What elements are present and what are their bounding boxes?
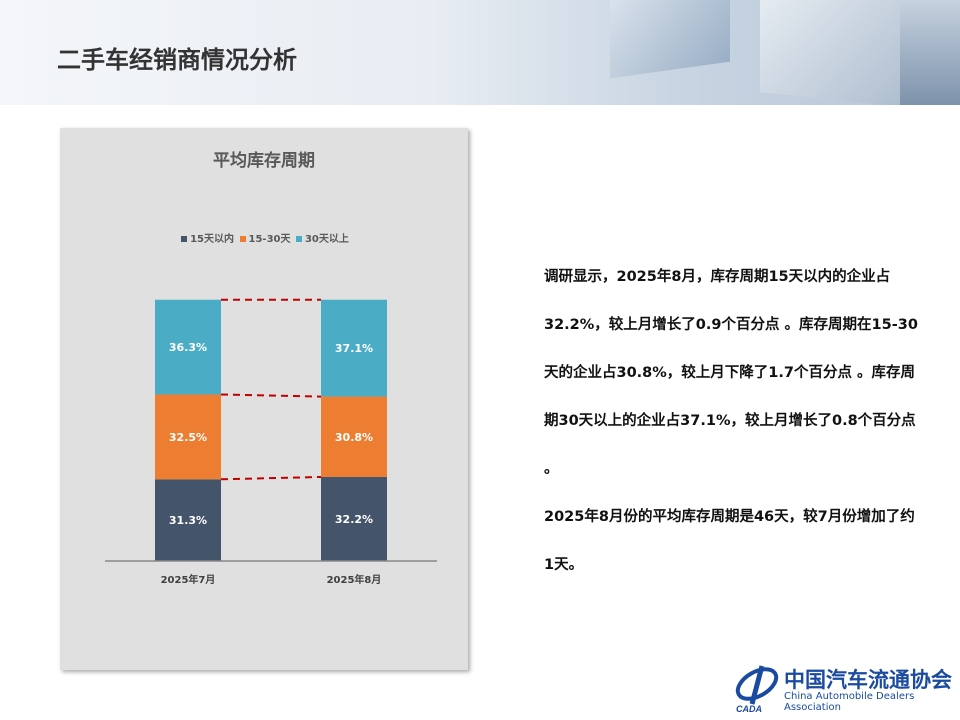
header-banner: 二手车经销商情况分析 xyxy=(0,0,960,105)
analysis-text: 调研显示，2025年8月，库存周期15天以内的企业占32.2%，较上月增长了0.… xyxy=(544,253,924,589)
logo-english-name: China Automobile Dealers Association xyxy=(784,691,915,713)
legend-swatch xyxy=(295,236,302,242)
legend-label: 15天以内 xyxy=(190,234,235,245)
bar-segment xyxy=(155,394,221,480)
connector-line xyxy=(220,475,322,481)
data-label: 36.3% xyxy=(169,341,207,354)
data-label: 30.8% xyxy=(335,431,373,444)
chart-panel: 平均库存周期 15天以内 15-30天 30天以上 31.3% 32.5% 36.3… xyxy=(60,128,468,670)
chart-legend: 15天以内 15-30天 30天以上 xyxy=(60,230,468,245)
data-label: 31.3% xyxy=(169,514,207,527)
legend-label: 15-30天 xyxy=(248,234,291,245)
data-label: 37.1% xyxy=(335,342,373,355)
chart-title: 平均库存周期 xyxy=(213,151,315,171)
decorative-cube xyxy=(610,0,730,79)
stacked-bar-chart: 31.3% 32.5% 36.3% 2025年7月 32.2% 30.8% 37.1% 202… xyxy=(105,298,437,586)
category-label: 2025年7月 xyxy=(161,573,216,586)
legend-swatch xyxy=(239,236,246,242)
connector-line xyxy=(220,393,322,398)
decorative-cube xyxy=(900,0,960,105)
bar-segment xyxy=(155,479,221,561)
legend-swatch xyxy=(181,236,188,242)
paragraph: 调研显示，2025年8月，库存周期15天以内的企业占32.2%，较上月增长了0.… xyxy=(544,269,918,477)
bar-segment xyxy=(321,396,387,477)
svg-text:CADA: CADA xyxy=(736,704,762,714)
data-label: 32.5% xyxy=(169,431,207,444)
legend-label: 30天以上 xyxy=(304,234,349,245)
cada-logo-mark-icon: CADA xyxy=(735,665,779,714)
cada-logo: CADA 中国汽车流通协会 China Automobile Dealers A… xyxy=(732,660,960,715)
category-label: 2025年8月 xyxy=(327,573,382,586)
logo-chinese-name: 中国汽车流通协会 xyxy=(784,667,952,692)
paragraph: 2025年8月份的平均库存周期是46天，较7月份增加了约1天。 xyxy=(544,509,915,573)
decorative-cube xyxy=(760,0,910,105)
page-title: 二手车经销商情况分析 xyxy=(57,46,297,74)
bar-segment xyxy=(321,299,387,397)
data-label: 32.2% xyxy=(335,513,373,526)
bar-segment xyxy=(321,476,387,561)
bar-segment xyxy=(155,299,221,395)
